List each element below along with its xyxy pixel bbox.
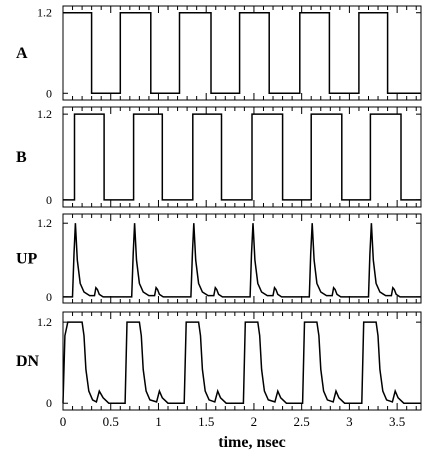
series-line-dn: [62, 321, 421, 404]
ytick-label-b-1: 1.2: [37, 107, 52, 121]
ytick-label-b-0: 0: [46, 193, 52, 207]
xtick-label-1: 0.5: [103, 414, 119, 429]
xtick-label-7: 3.5: [389, 414, 405, 429]
xtick-label-6: 3: [346, 414, 353, 429]
xtick-label-0: 0: [60, 414, 67, 429]
series-line-b: [63, 113, 421, 201]
panel-frame-up: [62, 213, 422, 304]
xtick-label-2: 1: [155, 414, 162, 429]
series-line-a: [63, 11, 421, 95]
x-axis-label: time, nsec: [218, 434, 286, 451]
xtick-label-4: 2: [251, 414, 258, 429]
ytick-label-dn-0: 0: [46, 396, 52, 410]
panel-label-up: UP: [16, 251, 38, 268]
ytick-label-a-1: 1.2: [37, 6, 52, 20]
ytick-label-up-0: 0: [46, 290, 52, 304]
panel-frame-b: [62, 106, 422, 208]
xtick-label-3: 1.5: [198, 414, 214, 429]
xtick-label-5: 2.5: [294, 414, 310, 429]
series-line-up: [63, 223, 421, 298]
ytick-label-a-0: 0: [46, 86, 52, 100]
ytick-label-up-1: 1.2: [37, 216, 52, 230]
panel-label-dn: DN: [16, 353, 40, 370]
ytick-label-dn-1: 1.2: [37, 315, 52, 329]
panel-frame-a: [62, 5, 422, 101]
panel-label-b: B: [16, 149, 27, 166]
panel-label-a: A: [16, 45, 28, 62]
panel-frame-dn: [62, 311, 422, 411]
